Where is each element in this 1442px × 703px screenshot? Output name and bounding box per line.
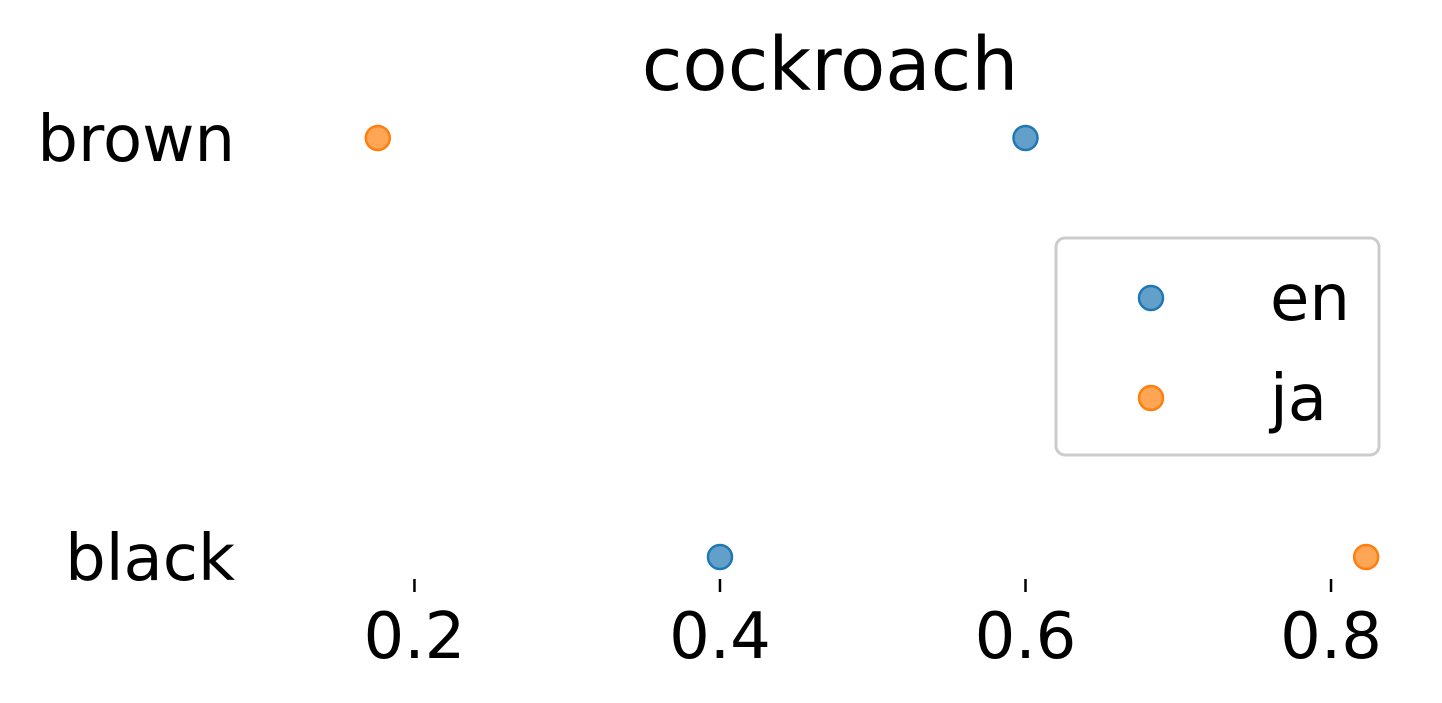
- point-ja-black: [1352, 543, 1380, 571]
- x-tick-label: 0.6: [975, 600, 1077, 674]
- x-tick-label: 0.4: [669, 600, 771, 674]
- point-en-black: [706, 543, 734, 571]
- legend-label-ja: ja: [1268, 362, 1327, 436]
- y-tick-label-brown: brown: [37, 103, 235, 177]
- legend: en ja: [1054, 236, 1381, 457]
- legend-marker-en: [1137, 284, 1165, 312]
- data-points: [364, 124, 1380, 571]
- point-ja-brown: [364, 124, 392, 152]
- legend-label-en: en: [1270, 262, 1350, 336]
- chart-title: cockroach: [642, 22, 1019, 108]
- y-tick-label-black: black: [65, 522, 235, 596]
- x-tick-label: 0.2: [364, 600, 466, 674]
- x-tick-label: 0.8: [1280, 600, 1382, 674]
- x-axis: 0.2 0.4 0.6 0.8: [364, 579, 1382, 674]
- legend-marker-ja: [1137, 384, 1165, 412]
- point-en-brown: [1012, 124, 1039, 152]
- y-axis-labels: brown black: [37, 103, 235, 596]
- legend-frame: [1054, 236, 1381, 457]
